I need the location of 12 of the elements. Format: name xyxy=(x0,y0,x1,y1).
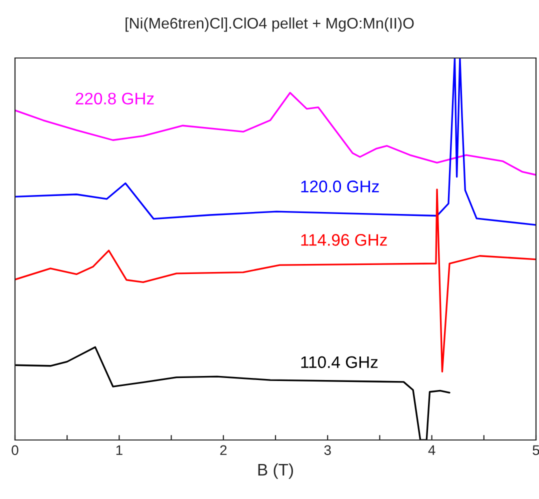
series-label: 114.96 GHz xyxy=(301,234,387,246)
x-tick-label: 4 xyxy=(428,445,436,455)
x-axis-title: B (T) xyxy=(258,463,293,479)
x-tick-label: 2 xyxy=(220,445,227,455)
series-label: 110.4 GHz xyxy=(301,356,378,368)
series-label: 120.0 GHz xyxy=(301,180,379,192)
x-tick-label: 0 xyxy=(12,445,18,456)
x-tick-label: 1 xyxy=(116,445,122,455)
chart-title: [Ni(Me6tren)Cl].ClO4 pellet + MgO:Mn(II)O xyxy=(126,17,414,32)
x-tick-label: 5 xyxy=(532,445,539,456)
series-label: 220.8 GHz xyxy=(76,92,154,104)
x-tick-label: 3 xyxy=(324,445,331,456)
